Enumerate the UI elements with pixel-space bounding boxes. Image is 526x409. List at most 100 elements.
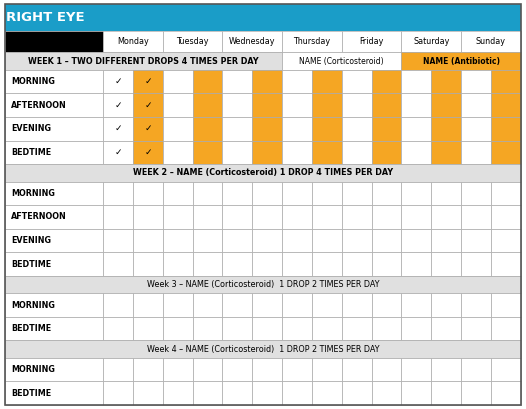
Bar <box>282 141 312 164</box>
Text: ✓: ✓ <box>144 101 151 110</box>
Bar <box>491 252 521 276</box>
Bar <box>103 252 133 276</box>
Bar <box>461 317 491 340</box>
Bar <box>461 93 491 117</box>
Bar <box>401 141 431 164</box>
Bar <box>372 205 401 229</box>
Bar <box>5 93 103 117</box>
Bar <box>133 252 163 276</box>
Bar <box>252 358 282 381</box>
Bar <box>312 358 342 381</box>
Bar <box>491 358 521 381</box>
Bar <box>431 293 461 317</box>
Bar <box>312 141 342 164</box>
Text: AFTERNOON: AFTERNOON <box>11 101 67 110</box>
Bar <box>491 70 521 93</box>
Bar <box>222 381 252 405</box>
Bar <box>491 381 521 405</box>
Bar <box>5 141 103 164</box>
Text: Thursday: Thursday <box>294 38 330 47</box>
Bar <box>252 70 282 93</box>
Text: RIGHT EYE: RIGHT EYE <box>6 11 85 24</box>
Bar <box>461 381 491 405</box>
Bar <box>401 117 431 141</box>
Bar <box>401 381 431 405</box>
Bar <box>5 31 103 52</box>
Bar <box>193 252 222 276</box>
Bar <box>312 182 342 205</box>
Bar <box>282 381 312 405</box>
Bar <box>282 229 312 252</box>
Text: NAME (Corticosteroid): NAME (Corticosteroid) <box>299 57 384 66</box>
Bar <box>252 93 282 117</box>
Bar <box>282 358 312 381</box>
Bar <box>222 358 252 381</box>
Bar <box>222 252 252 276</box>
Bar <box>312 381 342 405</box>
Bar <box>312 252 342 276</box>
Text: ✓: ✓ <box>114 101 122 110</box>
Bar <box>5 4 521 31</box>
Bar <box>282 205 312 229</box>
Bar <box>282 31 342 52</box>
Bar <box>401 205 431 229</box>
Text: Week 3 – NAME (Corticosteroid)  1 DROP 2 TIMES PER DAY: Week 3 – NAME (Corticosteroid) 1 DROP 2 … <box>147 280 379 289</box>
Bar <box>401 70 431 93</box>
Bar <box>103 229 133 252</box>
Bar <box>282 252 312 276</box>
Bar <box>431 317 461 340</box>
Bar <box>252 229 282 252</box>
Bar <box>342 70 372 93</box>
Bar <box>372 381 401 405</box>
Bar <box>312 293 342 317</box>
Text: Wednesday: Wednesday <box>229 38 276 47</box>
Bar <box>5 182 103 205</box>
Bar <box>103 293 133 317</box>
Text: MORNING: MORNING <box>11 189 55 198</box>
Text: ✓: ✓ <box>144 77 151 86</box>
Bar <box>461 117 491 141</box>
Bar <box>133 141 163 164</box>
Bar <box>163 293 193 317</box>
Bar <box>5 293 103 317</box>
Bar <box>193 93 222 117</box>
Bar <box>222 182 252 205</box>
Bar <box>491 182 521 205</box>
Bar <box>372 182 401 205</box>
Text: ✓: ✓ <box>114 77 122 86</box>
Bar <box>103 358 133 381</box>
Bar <box>372 70 401 93</box>
Bar <box>401 182 431 205</box>
Bar <box>342 358 372 381</box>
Bar <box>372 293 401 317</box>
Bar <box>491 117 521 141</box>
Bar <box>282 317 312 340</box>
Bar <box>222 31 282 52</box>
Bar <box>5 229 103 252</box>
Bar <box>222 205 252 229</box>
Text: ✓: ✓ <box>114 124 122 133</box>
Bar <box>312 229 342 252</box>
Bar <box>5 276 521 293</box>
Text: Week 4 – NAME (Corticosteroid)  1 DROP 2 TIMES PER DAY: Week 4 – NAME (Corticosteroid) 1 DROP 2 … <box>147 344 379 353</box>
Bar <box>5 52 282 70</box>
Bar <box>491 293 521 317</box>
Bar <box>163 182 193 205</box>
Text: ✓: ✓ <box>114 148 122 157</box>
Bar <box>5 70 103 93</box>
Bar <box>193 381 222 405</box>
Bar <box>5 164 521 182</box>
Bar <box>461 205 491 229</box>
Bar <box>431 182 461 205</box>
Text: Sunday: Sunday <box>476 38 506 47</box>
Bar <box>401 31 461 52</box>
Bar <box>342 252 372 276</box>
Text: Friday: Friday <box>359 38 384 47</box>
Bar <box>222 141 252 164</box>
Bar <box>491 317 521 340</box>
Bar <box>163 381 193 405</box>
Bar <box>431 358 461 381</box>
Bar <box>103 93 133 117</box>
Bar <box>431 70 461 93</box>
Bar <box>431 229 461 252</box>
